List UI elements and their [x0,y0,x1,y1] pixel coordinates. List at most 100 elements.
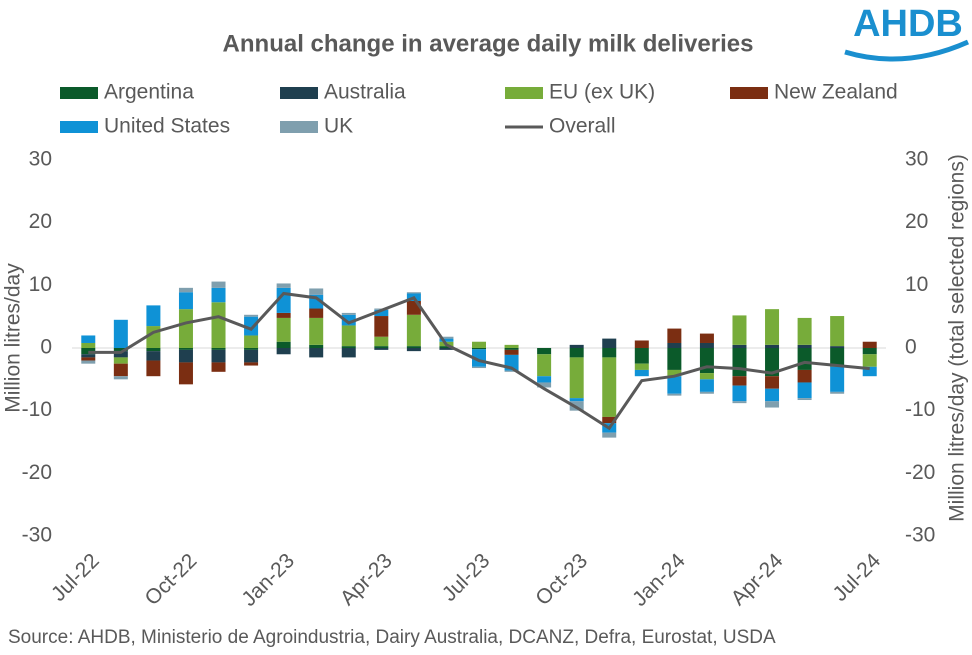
bar [81,360,96,364]
bar [211,362,226,372]
bar [602,432,617,438]
bar [472,341,486,348]
bar [374,316,389,337]
bar [341,346,356,348]
bar [504,344,519,348]
y2-tick-label: 20 [905,210,928,233]
bar [276,348,291,355]
x-tick-label: Jan-23 [237,549,299,611]
legend-label: UK [324,115,353,138]
x-tick-label: Jul-22 [47,549,104,606]
bar [667,348,682,370]
y2-tick-label: 30 [905,148,928,171]
bar [667,376,682,394]
bar [309,348,324,358]
bar [276,317,291,342]
x-tick-label: Oct-22 [141,549,202,610]
bar [732,385,747,402]
y-tick-label: -30 [22,524,52,547]
bar [374,309,389,317]
bar [765,401,780,408]
bar [244,335,259,348]
bar [276,341,291,348]
bar [732,401,747,404]
bar [309,317,324,345]
bar [406,292,421,294]
x-tick-label: Jul-24 [828,549,885,606]
bar [830,366,845,392]
bar [667,393,682,396]
bar [862,341,877,348]
bar [830,348,845,367]
bar [309,288,324,295]
bar [602,338,617,348]
bar [81,342,96,348]
bar [765,344,780,348]
bar [244,348,259,350]
bar [732,348,747,377]
bar [211,287,226,303]
bar [797,382,812,399]
y-tick-label: -10 [22,398,52,421]
x-tick-label: Apr-24 [727,549,788,610]
bar [406,346,421,348]
bar [146,348,161,352]
y2-tick-label: 10 [905,273,928,296]
bar [537,382,552,388]
bar [244,362,259,366]
y-tick-label: 10 [29,273,52,296]
bar [667,369,682,377]
bar [667,328,682,343]
bar [634,369,649,377]
bar [113,363,128,377]
bar [699,373,714,380]
bar [569,398,584,402]
bar [113,319,128,348]
bar [439,336,454,339]
bar [113,351,128,358]
bar [341,314,356,326]
bar [341,348,356,358]
legend-swatch [60,121,98,133]
bar [634,348,649,364]
bar [765,348,780,377]
y-tick-label: -20 [22,461,52,484]
bar [178,362,193,385]
bar [244,314,259,317]
bar [797,369,812,383]
y2-tick-label: 0 [905,336,917,359]
bar [765,309,780,345]
legend-label: New Zealand [774,81,898,104]
bar [830,346,845,348]
bar [146,305,161,327]
bar [341,312,356,315]
bar [178,349,193,363]
bar [472,366,486,369]
bar [504,349,519,355]
bar [113,376,128,380]
bar [569,344,584,348]
bar [732,344,747,348]
bar [113,357,128,364]
bar [797,317,812,345]
bar [439,348,454,350]
bar [309,344,324,348]
bar [374,336,389,347]
bar [765,376,780,389]
x-tick-label: Jul-23 [438,549,495,606]
y2-tick-label: -10 [905,398,935,421]
legend-label: Australia [324,81,406,104]
legend-swatch [280,87,318,99]
bar [602,416,617,424]
x-tick-label: Apr-23 [336,549,397,610]
bar [797,344,812,348]
y2-axis-label: Million litres/day (total selected regio… [946,154,969,522]
legend-label: Overall [549,115,616,138]
y2-tick-label: -20 [905,461,935,484]
bar [699,333,714,343]
bar [211,281,226,288]
bar [439,346,454,348]
bar [569,348,584,358]
bar [634,340,649,348]
bar [81,354,96,358]
